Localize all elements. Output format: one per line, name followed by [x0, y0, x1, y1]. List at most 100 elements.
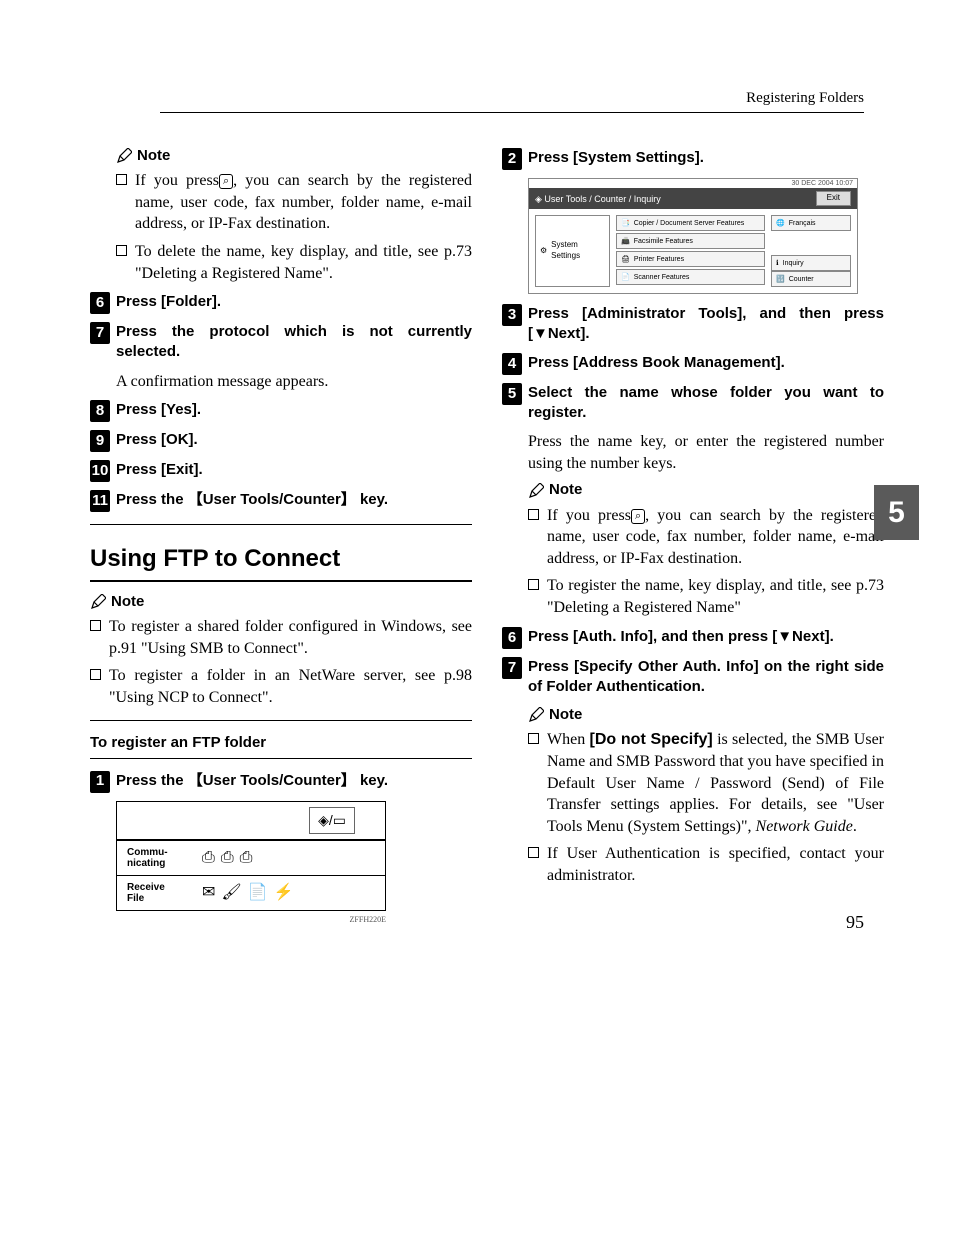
- pencil-icon: [116, 148, 132, 164]
- bullet-icon: [528, 509, 539, 520]
- bullet-icon: [528, 579, 539, 590]
- note-label: Note: [137, 146, 170, 166]
- note-item: If you press⌕, you can search by the reg…: [528, 505, 884, 570]
- note-item: To register a shared folder configured i…: [90, 616, 472, 659]
- lang-button: 🌐Français: [771, 215, 851, 231]
- step-text: Press [Exit].: [116, 460, 472, 480]
- pencil-icon: [90, 594, 106, 610]
- divider: [90, 580, 472, 582]
- note-heading: Note: [528, 705, 884, 725]
- tray-icon: ⎙: [240, 847, 253, 869]
- note-text: When [Do not Specify] is selected, the S…: [547, 729, 884, 837]
- divider: [90, 524, 472, 525]
- running-header: Registering Folders: [746, 90, 864, 107]
- step-number-icon: 7: [502, 657, 522, 679]
- paper-icon: 📄: [248, 882, 268, 904]
- screen-figure: 30 DEC 2004 10:07 ◈ User Tools / Counter…: [528, 178, 858, 294]
- bullet-icon: [90, 669, 101, 680]
- step-text: Press [Auth. Info], and then press [▼Nex…: [528, 627, 884, 647]
- divider: [90, 720, 472, 721]
- step-number-icon: 8: [90, 400, 110, 422]
- note-label: Note: [111, 592, 144, 612]
- panel-row: Commu-nicating ⎙ ⎙ ⎙: [117, 840, 385, 876]
- step-3: 3 Press [Administrator Tools], and then …: [502, 304, 884, 345]
- step-number-icon: 2: [502, 148, 522, 170]
- toner-icon: 🖌: [221, 882, 241, 904]
- inquiry-button: ℹInquiry: [771, 255, 851, 271]
- step-number-icon: 5: [502, 383, 522, 405]
- note-heading: Note: [116, 146, 472, 166]
- step-4: 4 Press [Address Book Management].: [502, 353, 884, 375]
- left-column: Note If you press⌕, you can search by th…: [70, 140, 472, 933]
- step-9: 9 Press [OK].: [90, 430, 472, 452]
- note-text: If you press⌕, you can search by the reg…: [547, 505, 884, 570]
- panel-top: ◈/▭: [117, 802, 385, 840]
- step-text: Select the name whose folder you want to…: [528, 383, 884, 424]
- section-heading: Using FTP to Connect: [90, 543, 472, 575]
- tray-icon: ⎙: [221, 847, 234, 869]
- step-5: 5 Select the name whose folder you want …: [502, 383, 884, 424]
- step-text: Press the 【User Tools/Counter】 key.: [116, 771, 472, 791]
- note-text: If you press⌕, you can search by the reg…: [135, 170, 472, 235]
- step-7: 7 Press the protocol which is not curren…: [90, 322, 472, 363]
- note-item: To register a folder in an NetWare serve…: [90, 665, 472, 708]
- step-text: Press [OK].: [116, 430, 472, 450]
- step-text: Press [Folder].: [116, 292, 472, 312]
- step-text: Press [Administrator Tools], and then pr…: [528, 304, 884, 345]
- step-text: Press the protocol which is not currentl…: [116, 322, 472, 363]
- step-number-icon: 1: [90, 771, 110, 793]
- step-number-icon: 7: [90, 322, 110, 344]
- note-item: When [Do not Specify] is selected, the S…: [528, 729, 884, 837]
- bullet-icon: [116, 174, 127, 185]
- step-number-icon: 4: [502, 353, 522, 375]
- feature-button: 🖨Printer Features: [616, 251, 765, 267]
- step-body: Press the name key, or enter the registe…: [528, 431, 884, 474]
- globe-icon: 🌐: [776, 219, 785, 228]
- counter-button: 🔢Counter: [771, 271, 851, 287]
- step-number-icon: 6: [90, 292, 110, 314]
- note-item: If User Authentication is specified, con…: [528, 843, 884, 886]
- printer-icon: 🖨: [621, 255, 630, 264]
- note-text: To register a shared folder configured i…: [109, 616, 472, 659]
- bullet-icon: [116, 245, 127, 256]
- service-icon: ⚡: [274, 882, 294, 904]
- bullet-icon: [528, 847, 539, 858]
- note-heading: Note: [90, 592, 472, 612]
- feature-button: 📑Copier / Document Server Features: [616, 215, 765, 231]
- divider: [90, 758, 472, 759]
- search-key-icon: ⌕: [219, 174, 233, 189]
- note-item: If you press⌕, you can search by the reg…: [116, 170, 472, 235]
- step-body: A confirmation message appears.: [116, 371, 472, 393]
- step-11: 11 Press the 【User Tools/Counter】 key.: [90, 490, 472, 512]
- gear-icon: ⚙: [540, 246, 547, 257]
- info-icon: ℹ: [776, 259, 779, 268]
- panel-label: ReceiveFile: [127, 882, 182, 904]
- system-settings-button: ⚙ System Settings: [535, 215, 610, 287]
- control-panel-figure: ◈/▭ Commu-nicating ⎙ ⎙ ⎙ ReceiveFile ✉ 🖌: [116, 801, 386, 911]
- screen-titlebar: ◈ User Tools / Counter / Inquiry Exit: [529, 188, 857, 209]
- bullet-icon: [90, 620, 101, 631]
- step-7: 7 Press [Specify Other Auth. Info] on th…: [502, 657, 884, 698]
- step-number-icon: 9: [90, 430, 110, 452]
- pencil-icon: [528, 483, 544, 499]
- tray-icon: ⎙: [202, 847, 215, 869]
- step-text: Press [Address Book Management].: [528, 353, 884, 373]
- chapter-tab: 5: [874, 485, 919, 540]
- note-item: To register the name, key display, and t…: [528, 575, 884, 618]
- exit-button: Exit: [816, 191, 851, 206]
- step-number-icon: 11: [90, 490, 110, 512]
- status-icons: ✉ 🖌 📄 ⚡: [202, 882, 294, 904]
- search-key-icon: ⌕: [631, 509, 645, 524]
- step-text: Press [Specify Other Auth. Info] on the …: [528, 657, 884, 698]
- step-6: 6 Press [Folder].: [90, 292, 472, 314]
- figure-caption: ZFFH220E: [116, 915, 386, 926]
- step-2: 2 Press [System Settings].: [502, 148, 884, 170]
- button-label: System Settings: [551, 240, 605, 262]
- feature-button: 📠Facsimile Features: [616, 233, 765, 249]
- panel-label: Commu-nicating: [127, 847, 182, 869]
- fax-icon: 📠: [621, 237, 630, 246]
- copier-icon: 📑: [621, 219, 630, 228]
- panel-row: ReceiveFile ✉ 🖌 📄 ⚡: [117, 876, 385, 910]
- note-label: Note: [549, 705, 582, 725]
- page-number: 95: [846, 912, 864, 933]
